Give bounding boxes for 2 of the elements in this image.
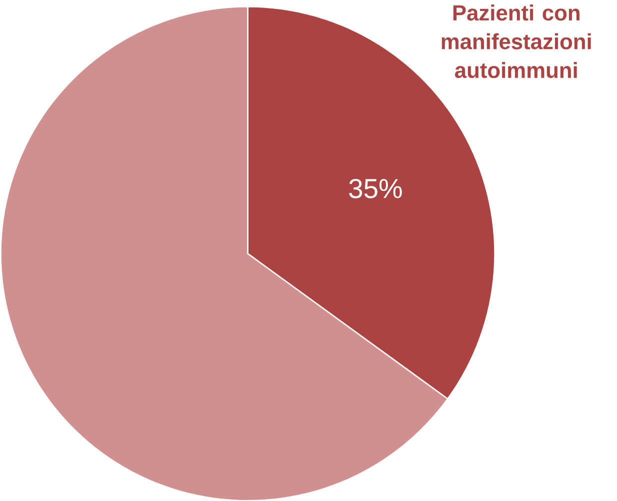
data-label: 35%: [349, 178, 402, 198]
slice-label: Pazienti con manifestazioni autoimmuni: [442, 4, 591, 78]
